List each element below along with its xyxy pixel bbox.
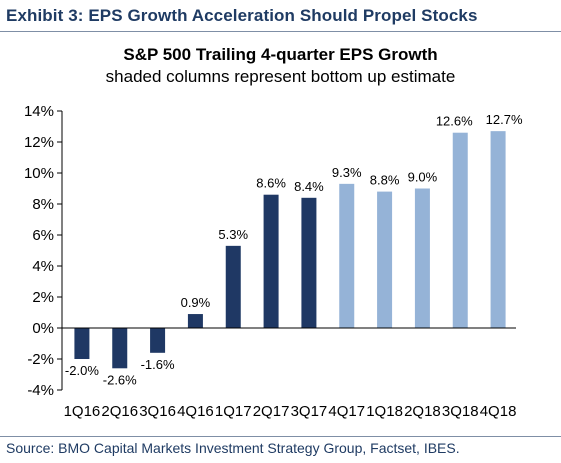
bar-1Q18: [377, 191, 393, 328]
data-label: 9.0%: [408, 170, 438, 185]
y-tick-label: -2%: [27, 351, 54, 368]
y-tick-label: 8%: [32, 196, 54, 213]
x-tick-label: 2Q17: [253, 403, 290, 420]
source-note: Source: BMO Capital Markets Investment S…: [6, 440, 460, 456]
x-tick-label: 1Q16: [64, 403, 101, 420]
x-tick-label: 2Q18: [404, 403, 441, 420]
top-divider: [0, 31, 561, 32]
data-label: 8.6%: [256, 176, 286, 191]
bar-4Q16: [187, 314, 203, 328]
y-tick-label: 4%: [32, 258, 54, 275]
x-tick-label: 4Q17: [328, 403, 365, 420]
exhibit-title: Exhibit 3: EPS Growth Acceleration Shoul…: [6, 6, 478, 25]
y-tick-label: 12%: [24, 134, 54, 151]
chart-title: S&P 500 Trailing 4-quarter EPS Growth: [123, 45, 438, 64]
bar-3Q17: [301, 197, 317, 328]
data-label: 5.3%: [218, 227, 248, 242]
data-label: -2.6%: [103, 372, 137, 387]
bar-3Q16: [150, 328, 166, 353]
bar-2Q18: [414, 188, 430, 328]
x-tick-label: 3Q18: [442, 403, 479, 420]
data-label: 8.4%: [294, 179, 324, 194]
bar-1Q17: [225, 245, 241, 328]
y-axis: -4% -2% 0% 2% 4% 6% 8% 10% 12% 14%: [24, 103, 63, 399]
data-label: 12.6%: [436, 114, 473, 129]
data-label: 9.3%: [332, 165, 362, 180]
data-label: -1.6%: [141, 357, 175, 372]
x-tick-label: 1Q18: [366, 403, 403, 420]
bar-2Q17: [263, 194, 279, 328]
bar-3Q18: [452, 132, 468, 328]
x-tick-label: 4Q16: [177, 403, 214, 420]
x-tick-label: 4Q18: [480, 403, 517, 420]
chart-subtitle: shaded columns represent bottom up estim…: [105, 67, 456, 86]
data-label: -2.0%: [65, 363, 99, 378]
data-label: 0.9%: [181, 295, 211, 310]
bar-4Q18: [490, 131, 506, 328]
bars: [74, 131, 506, 369]
bar-2Q16: [112, 328, 128, 369]
x-tick-label: 3Q17: [291, 403, 328, 420]
y-tick-label: 10%: [24, 165, 54, 182]
x-tick-label: 1Q17: [215, 403, 252, 420]
data-labels: -2.0% -2.6% -1.6% 0.9% 5.3% 8.6% 8.4% 9.3% 8.8% 9…: [65, 112, 523, 387]
x-axis: 1Q16 2Q16 3Q16 4Q16 1Q17 2Q17 3Q17 4Q17 1Q18 2Q18…: [62, 327, 517, 420]
bar-4Q17: [339, 183, 355, 328]
y-tick-label: -4%: [27, 382, 54, 399]
x-tick-label: 2Q16: [101, 403, 138, 420]
y-tick-label: 14%: [24, 103, 54, 120]
data-label: 12.7%: [486, 112, 523, 127]
x-tick-label: 3Q16: [139, 403, 176, 420]
bottom-divider: [0, 436, 561, 437]
y-tick-label: 2%: [32, 289, 54, 306]
bar-1Q16: [74, 328, 90, 359]
y-tick-label: 6%: [32, 227, 54, 244]
data-label: 8.8%: [370, 173, 400, 188]
y-tick-label: 0%: [32, 320, 54, 337]
